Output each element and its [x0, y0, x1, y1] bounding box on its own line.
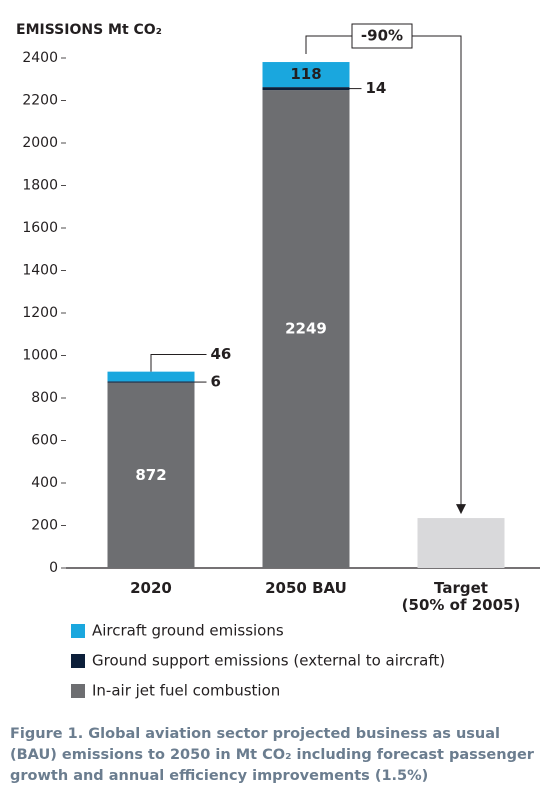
- y-tick-label: 2400: [22, 50, 58, 66]
- legend-swatch: [71, 654, 85, 668]
- caption: Figure 1. Global aviation sector project…: [10, 726, 500, 742]
- bar-segment: [107, 381, 195, 383]
- leader-line: [150, 354, 207, 372]
- bar-segment: [262, 87, 350, 91]
- caption: (BAU) emissions to 2050 in Mt CO₂ includ…: [10, 747, 535, 763]
- y-tick-label: 1800: [22, 178, 58, 194]
- x-tick-label: 2020: [130, 579, 172, 597]
- y-tick-label: 1200: [22, 305, 58, 321]
- y-tick-label: 200: [31, 518, 58, 534]
- data-label: 46: [211, 345, 232, 363]
- y-tick-label: 800: [31, 390, 58, 406]
- legend-label: Aircraft ground emissions: [92, 622, 284, 640]
- annotation-arrow: [412, 35, 462, 507]
- data-label: 872: [135, 466, 166, 484]
- caption: growth and annual efficiency improvement…: [10, 768, 428, 784]
- y-tick-label: 1000: [22, 348, 58, 364]
- legend-swatch: [71, 684, 85, 698]
- x-tick-label: Target (50% of 2005): [401, 579, 521, 614]
- legend-label: Ground support emissions (external to ai…: [92, 652, 445, 670]
- data-label: 6: [211, 373, 221, 391]
- bar-segment: [262, 90, 350, 569]
- x-tick-label: 2050 BAU: [265, 579, 347, 597]
- annotation-box: [351, 23, 413, 49]
- data-label: 2249: [285, 320, 327, 338]
- legend-label: In-air jet fuel combustion: [92, 682, 280, 700]
- y-tick-label: 1600: [22, 220, 58, 236]
- bar-segment: [107, 382, 195, 568]
- y-tick-label: 2200: [22, 93, 58, 109]
- data-label: 118: [290, 65, 321, 83]
- arrow-head: [456, 504, 466, 515]
- legend-swatch: [71, 624, 85, 638]
- y-tick-label: 2000: [22, 135, 58, 151]
- bar-segment: [262, 62, 350, 88]
- y-tick-label: 400: [31, 475, 58, 491]
- y-tick-label: 1400: [22, 263, 58, 279]
- data-label: 14: [366, 79, 387, 97]
- annotation: -90%: [361, 27, 403, 45]
- annotation-line: [305, 35, 352, 55]
- y-axis-title: EMISSIONS Mt CO₂: [16, 22, 162, 38]
- y-tick-label: 0: [49, 560, 58, 576]
- bar-segment: [417, 518, 505, 568]
- y-tick-label: 600: [31, 433, 58, 449]
- bar-segment: [107, 371, 195, 382]
